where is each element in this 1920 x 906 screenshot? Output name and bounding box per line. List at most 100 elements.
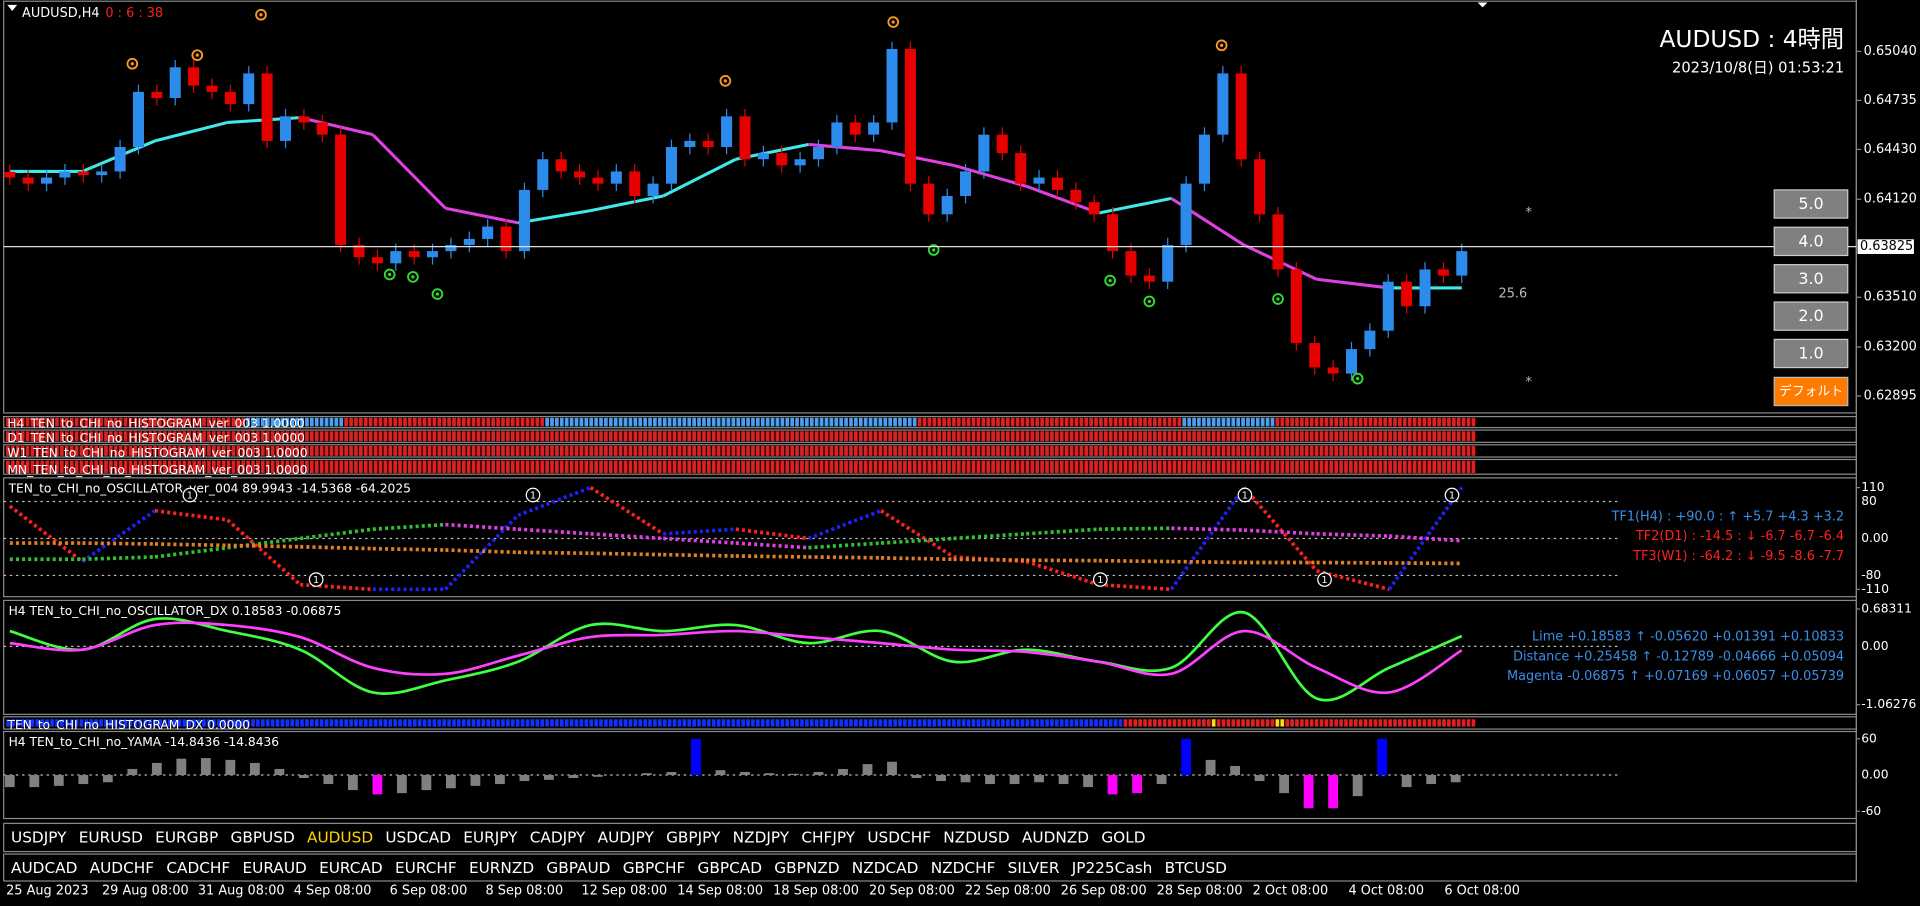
symbol-tab[interactable]: NZDJPY [733, 829, 790, 847]
histogram-cell [1010, 460, 1015, 473]
histogram-label: TEN_to_CHI_no_HISTOGRAM_DX 0.0000 [6, 718, 250, 732]
histogram-cell [711, 431, 716, 442]
histogram-cell [790, 431, 794, 442]
histogram-cell [991, 446, 995, 456]
histogram-cell [1373, 431, 1378, 442]
symbol-tab[interactable]: CHFJPY [801, 829, 855, 847]
histogram-cell [158, 417, 162, 427]
symbol-tab[interactable]: AUDCAD [11, 859, 77, 877]
symbol-label: AUDUSD,H4 [22, 6, 100, 21]
histogram-cell [359, 431, 363, 442]
histogram-cell [486, 719, 491, 727]
histogram-cell [657, 417, 662, 427]
histogram-cell [1153, 446, 1157, 456]
zoom-button[interactable] [1773, 338, 1849, 369]
symbol-tab[interactable]: EURCAD [319, 859, 383, 877]
yama-bar [911, 775, 922, 779]
default-button[interactable] [1773, 376, 1849, 407]
symbol-tab[interactable]: AUDCHF [90, 859, 154, 877]
histogram-cell [30, 719, 35, 727]
histogram-cell [1353, 417, 1358, 427]
symbol-tab[interactable]: EURNZD [469, 859, 534, 877]
symbol-tab[interactable]: NZDUSD [943, 829, 1009, 847]
histogram-cell [471, 460, 476, 473]
histogram-cell [986, 719, 991, 727]
histogram-cell [555, 460, 559, 473]
histogram-cell [138, 446, 143, 456]
histogram-cell [11, 446, 15, 456]
histogram-cell [113, 417, 118, 427]
yama-bar [764, 773, 775, 776]
zoom-button[interactable] [1773, 264, 1849, 294]
symbol-tab[interactable]: SILVER [1008, 859, 1060, 877]
histogram-cell [408, 446, 412, 456]
histogram-cell [1226, 460, 1231, 473]
default-button-label[interactable]: デフォルト [1779, 384, 1843, 400]
symbol-tab[interactable]: AUDNZD [1022, 829, 1089, 847]
zoom-button[interactable] [1773, 226, 1849, 257]
symbol-tab[interactable]: EURAUD [243, 859, 307, 877]
histogram-cell [118, 719, 123, 727]
date-label: 4 Oct 08:00 [1348, 883, 1424, 898]
histogram-cell [868, 431, 873, 442]
symbol-tab[interactable]: USDCAD [385, 829, 451, 847]
zoom-button-label[interactable]: 4.0 [1798, 231, 1823, 250]
histogram-cell [457, 446, 461, 456]
zoom-button-label[interactable]: 2.0 [1798, 306, 1823, 325]
histogram-cell [907, 446, 912, 456]
symbol-tab[interactable]: EURCHF [395, 859, 457, 877]
histogram-cell [1295, 431, 1299, 442]
zoom-button[interactable] [1773, 189, 1849, 219]
histogram-cell [158, 719, 162, 727]
histogram-cell [1412, 460, 1417, 473]
histogram-cell [555, 417, 559, 427]
histogram-cell [15, 460, 20, 473]
histogram-cell [55, 460, 59, 473]
histogram-cell [481, 446, 486, 456]
histogram-cell [520, 446, 525, 456]
histogram-cell [412, 417, 417, 427]
symbol-tab[interactable]: GOLD [1101, 829, 1145, 847]
histogram-cell [256, 431, 260, 442]
symbol-tab[interactable]: GBPCAD [698, 859, 763, 877]
histogram-cell [260, 460, 265, 473]
histogram-cell [873, 460, 878, 473]
histogram-cell [628, 446, 633, 456]
moving-average [1098, 196, 1172, 215]
symbol-tab[interactable]: EURUSD [79, 829, 143, 847]
histogram-cell [805, 446, 809, 456]
histogram-cell [1192, 417, 1196, 427]
zoom-button-label[interactable]: 3.0 [1798, 269, 1823, 288]
histogram-cell [143, 719, 148, 727]
symbol-tab[interactable]: BTCUSD [1165, 859, 1227, 877]
symbol-tab[interactable]: AUDJPY [598, 829, 655, 847]
symbol-tab[interactable]: EURGBP [155, 829, 218, 847]
zoom-button[interactable] [1773, 301, 1849, 331]
symbol-tab[interactable]: AUDUSD [307, 829, 373, 847]
symbol-tab[interactable]: GBPJPY [666, 829, 721, 847]
symbol-tab[interactable]: EURJPY [463, 829, 518, 847]
histogram-cell [310, 417, 314, 427]
symbol-tab[interactable]: GBPUSD [230, 829, 294, 847]
symbol-tab[interactable]: NZDCHF [931, 859, 996, 877]
zoom-button-label[interactable]: 5.0 [1798, 194, 1823, 213]
symbol-tab[interactable]: NZDCAD [852, 859, 919, 877]
histogram-cell [1089, 446, 1093, 456]
symbol-tab[interactable]: USDJPY [11, 829, 67, 847]
candle-body [831, 122, 843, 148]
symbol-tab[interactable]: GBPCHF [623, 859, 686, 877]
histogram-cell [339, 417, 344, 427]
histogram-cell [628, 431, 633, 442]
zoom-button-label[interactable]: 1.0 [1798, 344, 1823, 363]
symbol-tab[interactable]: GBPNZD [774, 859, 839, 877]
symbol-tab[interactable]: GBPAUD [546, 859, 610, 877]
histogram-cell [1314, 446, 1319, 456]
histogram-cell [1015, 417, 1020, 427]
histogram-cell [1231, 719, 1236, 727]
symbol-tab[interactable]: JP225Cash [1071, 859, 1153, 877]
symbol-tab[interactable]: CADJPY [530, 829, 586, 847]
symbol-tab[interactable]: CADCHF [166, 859, 230, 877]
symbol-tab[interactable]: USDCHF [867, 829, 931, 847]
histogram-cell [795, 460, 799, 473]
candle-body [610, 171, 622, 184]
